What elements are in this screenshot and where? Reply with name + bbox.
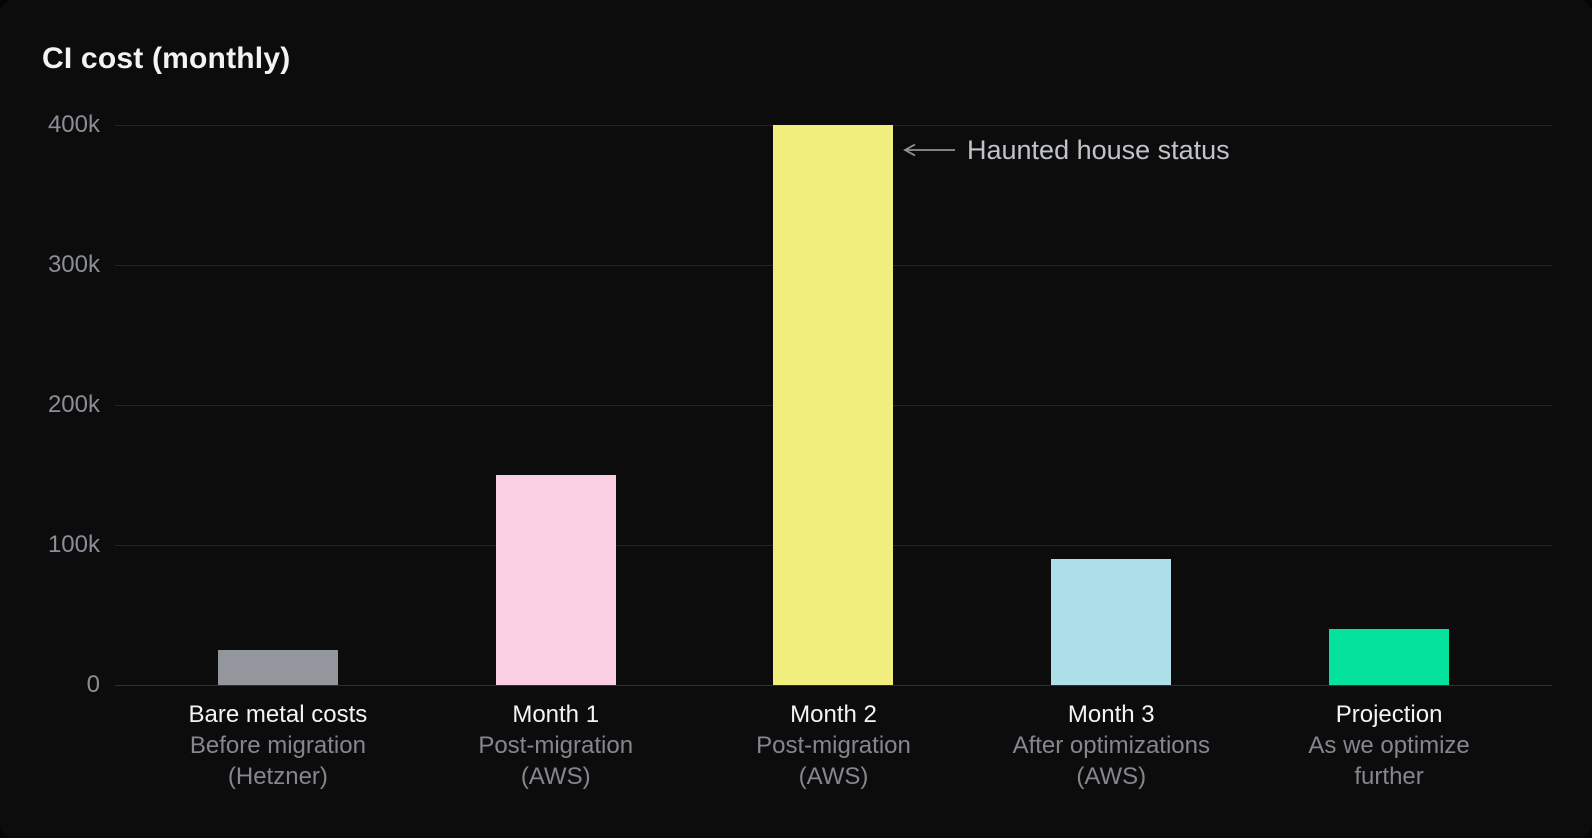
category-sublabel: After optimizations — [1012, 732, 1210, 759]
bar-column — [139, 125, 417, 685]
y-tick-label: 400k — [47, 111, 100, 138]
bar-column — [972, 125, 1250, 685]
category-sublabel: further — [1354, 763, 1424, 790]
bar-column — [417, 125, 695, 685]
y-tick-label: 0 — [86, 671, 100, 698]
bars-group — [115, 125, 1552, 685]
category-sublabel: (AWS) — [1076, 763, 1147, 790]
category-main-label: Month 1 — [512, 701, 600, 728]
left-arrow-icon — [903, 143, 955, 157]
category-main-label: Bare metal costs — [188, 701, 368, 728]
chart-title: CI cost (monthly) — [42, 42, 291, 75]
category-label: Bare metal costs Before migration (Hetzner… — [139, 699, 417, 792]
category-label: Projection As we optimize further — [1250, 699, 1528, 792]
category-labels: Bare metal costs Before migration (Hetzner… — [115, 699, 1552, 792]
category-sublabel: (AWS) — [520, 763, 591, 790]
annotation-text: Haunted house status — [967, 134, 1230, 165]
category-sublabel: (AWS) — [798, 763, 869, 790]
bar-bare-metal-costs — [217, 650, 338, 685]
y-tick-label: 200k — [47, 391, 100, 418]
category-sublabel: Post-migration — [756, 732, 911, 759]
category-sublabel: (Hetzner) — [227, 763, 328, 790]
category-label: Month 2 Post-migration (AWS) — [695, 699, 973, 792]
category-label: Month 1 Post-migration (AWS) — [417, 699, 695, 792]
category-sublabel: Post-migration — [478, 732, 634, 759]
bar-month-2 — [773, 125, 894, 685]
plot-area: 400k 300k 200k 100k 0 Bare metal costs Before… — [48, 111, 1552, 790]
annotation: Haunted house status — [901, 133, 1230, 167]
bar-month-3 — [1051, 559, 1172, 685]
bar-column — [1250, 125, 1528, 685]
bar-column — [695, 125, 973, 685]
bar-month-1 — [495, 475, 616, 685]
y-tick-label: 300k — [47, 251, 100, 278]
gridline-0 — [115, 685, 1552, 686]
bar-projection — [1329, 629, 1450, 685]
category-sublabel: As we optimize — [1308, 732, 1470, 759]
category-label: Month 3 After optimizations (AWS) — [972, 699, 1250, 792]
y-tick-label: 100k — [47, 531, 100, 558]
category-main-label: Month 3 — [1067, 701, 1155, 728]
category-main-label: Projection — [1335, 701, 1443, 728]
category-main-label: Month 2 — [790, 701, 877, 728]
category-sublabel: Before migration — [189, 732, 366, 759]
